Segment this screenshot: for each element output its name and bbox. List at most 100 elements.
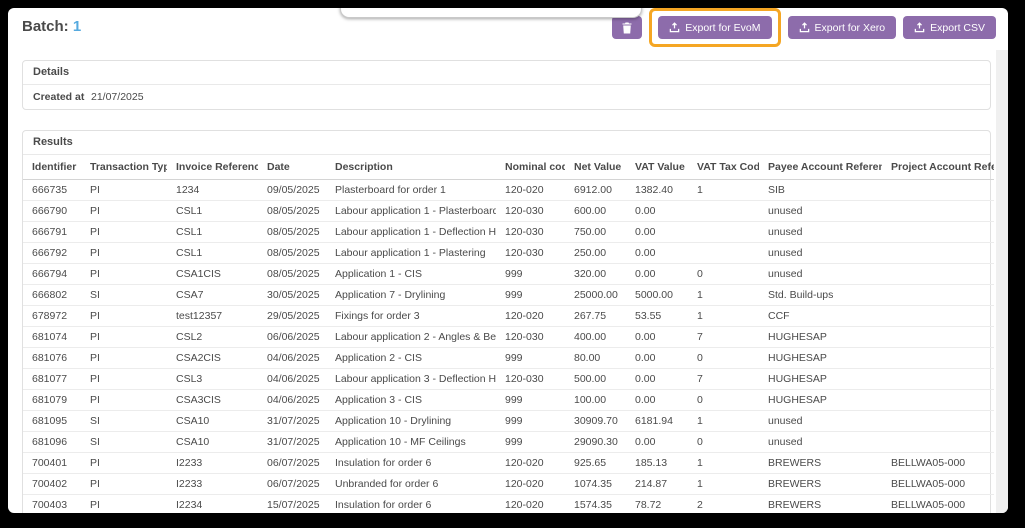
cell: PI xyxy=(81,242,167,264)
cell xyxy=(882,305,994,327)
cell: BELLWA05-000 xyxy=(882,452,994,474)
cell: 1 xyxy=(688,473,759,495)
cell: 06/07/2025 xyxy=(258,452,326,474)
cell: 666735 xyxy=(23,179,81,201)
cell: Application 7 - Drylining xyxy=(326,284,496,306)
cell: 999 xyxy=(496,284,565,306)
cell: BELLWA05-000 xyxy=(882,494,994,513)
cell: 31/07/2025 xyxy=(258,410,326,432)
cell: 1074.35 xyxy=(565,473,626,495)
cell xyxy=(882,242,994,264)
cell: 08/05/2025 xyxy=(258,221,326,243)
cell: 1234 xyxy=(167,179,258,201)
cell: 29090.30 xyxy=(565,431,626,453)
cell: 1574.35 xyxy=(565,494,626,513)
table-row: 678972 PI test12357 29/05/2025 Fixings for o… xyxy=(23,305,994,327)
cell: 120-020 xyxy=(496,494,565,513)
cell: test12357 xyxy=(167,305,258,327)
column-header: Date xyxy=(258,155,326,180)
cell: 120-020 xyxy=(496,179,565,201)
cell xyxy=(882,431,994,453)
cell: 04/06/2025 xyxy=(258,389,326,411)
cell: 120-020 xyxy=(496,305,565,327)
column-header: Identifier xyxy=(23,155,81,180)
cell: PI xyxy=(81,263,167,285)
cell: 53.55 xyxy=(626,305,688,327)
cell: 999 xyxy=(496,431,565,453)
cell: 78.72 xyxy=(626,494,688,513)
cell xyxy=(688,242,759,264)
table-row: 666790 PI CSL1 08/05/2025 Labour application… xyxy=(23,200,994,222)
cell: SI xyxy=(81,284,167,306)
vertical-scrollbar[interactable] xyxy=(996,50,1008,513)
cell: Labour application 1 - Plastering xyxy=(326,242,496,264)
delete-batch-button[interactable] xyxy=(612,16,643,39)
table-row: 666792 PI CSL1 08/05/2025 Labour application… xyxy=(23,242,994,264)
cell: 700401 xyxy=(23,452,81,474)
table-row: 666735 PI 1234 09/05/2025 Plasterboard for o… xyxy=(23,179,994,201)
toolbar: Export for EvoM Export for Xero xyxy=(612,8,996,47)
cell: 267.75 xyxy=(565,305,626,327)
cell: 500.00 xyxy=(565,368,626,390)
cell: CSL1 xyxy=(167,242,258,264)
cell: 681095 xyxy=(23,410,81,432)
cell: 320.00 xyxy=(565,263,626,285)
trash-icon xyxy=(622,22,632,34)
evom-highlight-box: Export for EvoM xyxy=(649,8,781,47)
cell: 1 xyxy=(688,410,759,432)
table-row: 681074 PI CSL2 06/06/2025 Labour application… xyxy=(23,326,994,348)
cell: 666791 xyxy=(23,221,81,243)
column-header: Payee Account Reference xyxy=(759,155,882,180)
created-at-value: 21/07/2025 xyxy=(91,91,144,103)
column-header: VAT Value xyxy=(626,155,688,180)
table-row: 666791 PI CSL1 08/05/2025 Labour application… xyxy=(23,221,994,243)
cell: 06/07/2025 xyxy=(258,473,326,495)
cell: CSA1CIS xyxy=(167,263,258,285)
cell: Insulation for order 6 xyxy=(326,494,496,513)
cell: unused xyxy=(759,242,882,264)
table-row: 700403 PI I2234 15/07/2025 Insulation for or… xyxy=(23,494,994,513)
cell: 6181.94 xyxy=(626,410,688,432)
cell: 700402 xyxy=(23,473,81,495)
cell: 09/05/2025 xyxy=(258,179,326,201)
export-xero-label: Export for Xero xyxy=(814,21,886,34)
cell: BREWERS xyxy=(759,473,882,495)
cell: PI xyxy=(81,221,167,243)
cell: unused xyxy=(759,410,882,432)
details-created-row: Created at 21/07/2025 xyxy=(23,85,990,109)
cell: Unbranded for order 6 xyxy=(326,473,496,495)
table-row: 700402 PI I2233 06/07/2025 Unbranded for ord… xyxy=(23,473,994,495)
cell: 999 xyxy=(496,389,565,411)
cell: 250.00 xyxy=(565,242,626,264)
cell: 06/06/2025 xyxy=(258,326,326,348)
cell xyxy=(882,221,994,243)
cell: SI xyxy=(81,410,167,432)
cell: 7 xyxy=(688,368,759,390)
cell: 08/05/2025 xyxy=(258,263,326,285)
cell: 120-030 xyxy=(496,200,565,222)
table-row: 681076 PI CSA2CIS 04/06/2025 Application 2 -… xyxy=(23,347,994,369)
export-evom-button[interactable]: Export for EvoM xyxy=(658,16,772,39)
cell: HUGHESAP xyxy=(759,326,882,348)
cell: PI xyxy=(81,368,167,390)
table-row: 681096 SI CSA10 31/07/2025 Application 10 - … xyxy=(23,431,994,453)
column-header: Net Value xyxy=(565,155,626,180)
cell: CSA10 xyxy=(167,431,258,453)
cell: 6912.00 xyxy=(565,179,626,201)
cell: 0 xyxy=(688,389,759,411)
export-csv-button[interactable]: Export CSV xyxy=(903,16,996,39)
cell: Insulation for order 6 xyxy=(326,452,496,474)
cell: PI xyxy=(81,452,167,474)
cell: 0.00 xyxy=(626,200,688,222)
cell: unused xyxy=(759,431,882,453)
cell: 2 xyxy=(688,494,759,513)
export-xero-button[interactable]: Export for Xero xyxy=(787,16,897,39)
cell: Fixings for order 3 xyxy=(326,305,496,327)
cell: I2233 xyxy=(167,452,258,474)
page-header: Batch: 1 xyxy=(8,8,1008,50)
cell: Application 3 - CIS xyxy=(326,389,496,411)
results-card-header: Results xyxy=(23,131,990,155)
column-header: Nominal code xyxy=(496,155,565,180)
cell: PI xyxy=(81,179,167,201)
